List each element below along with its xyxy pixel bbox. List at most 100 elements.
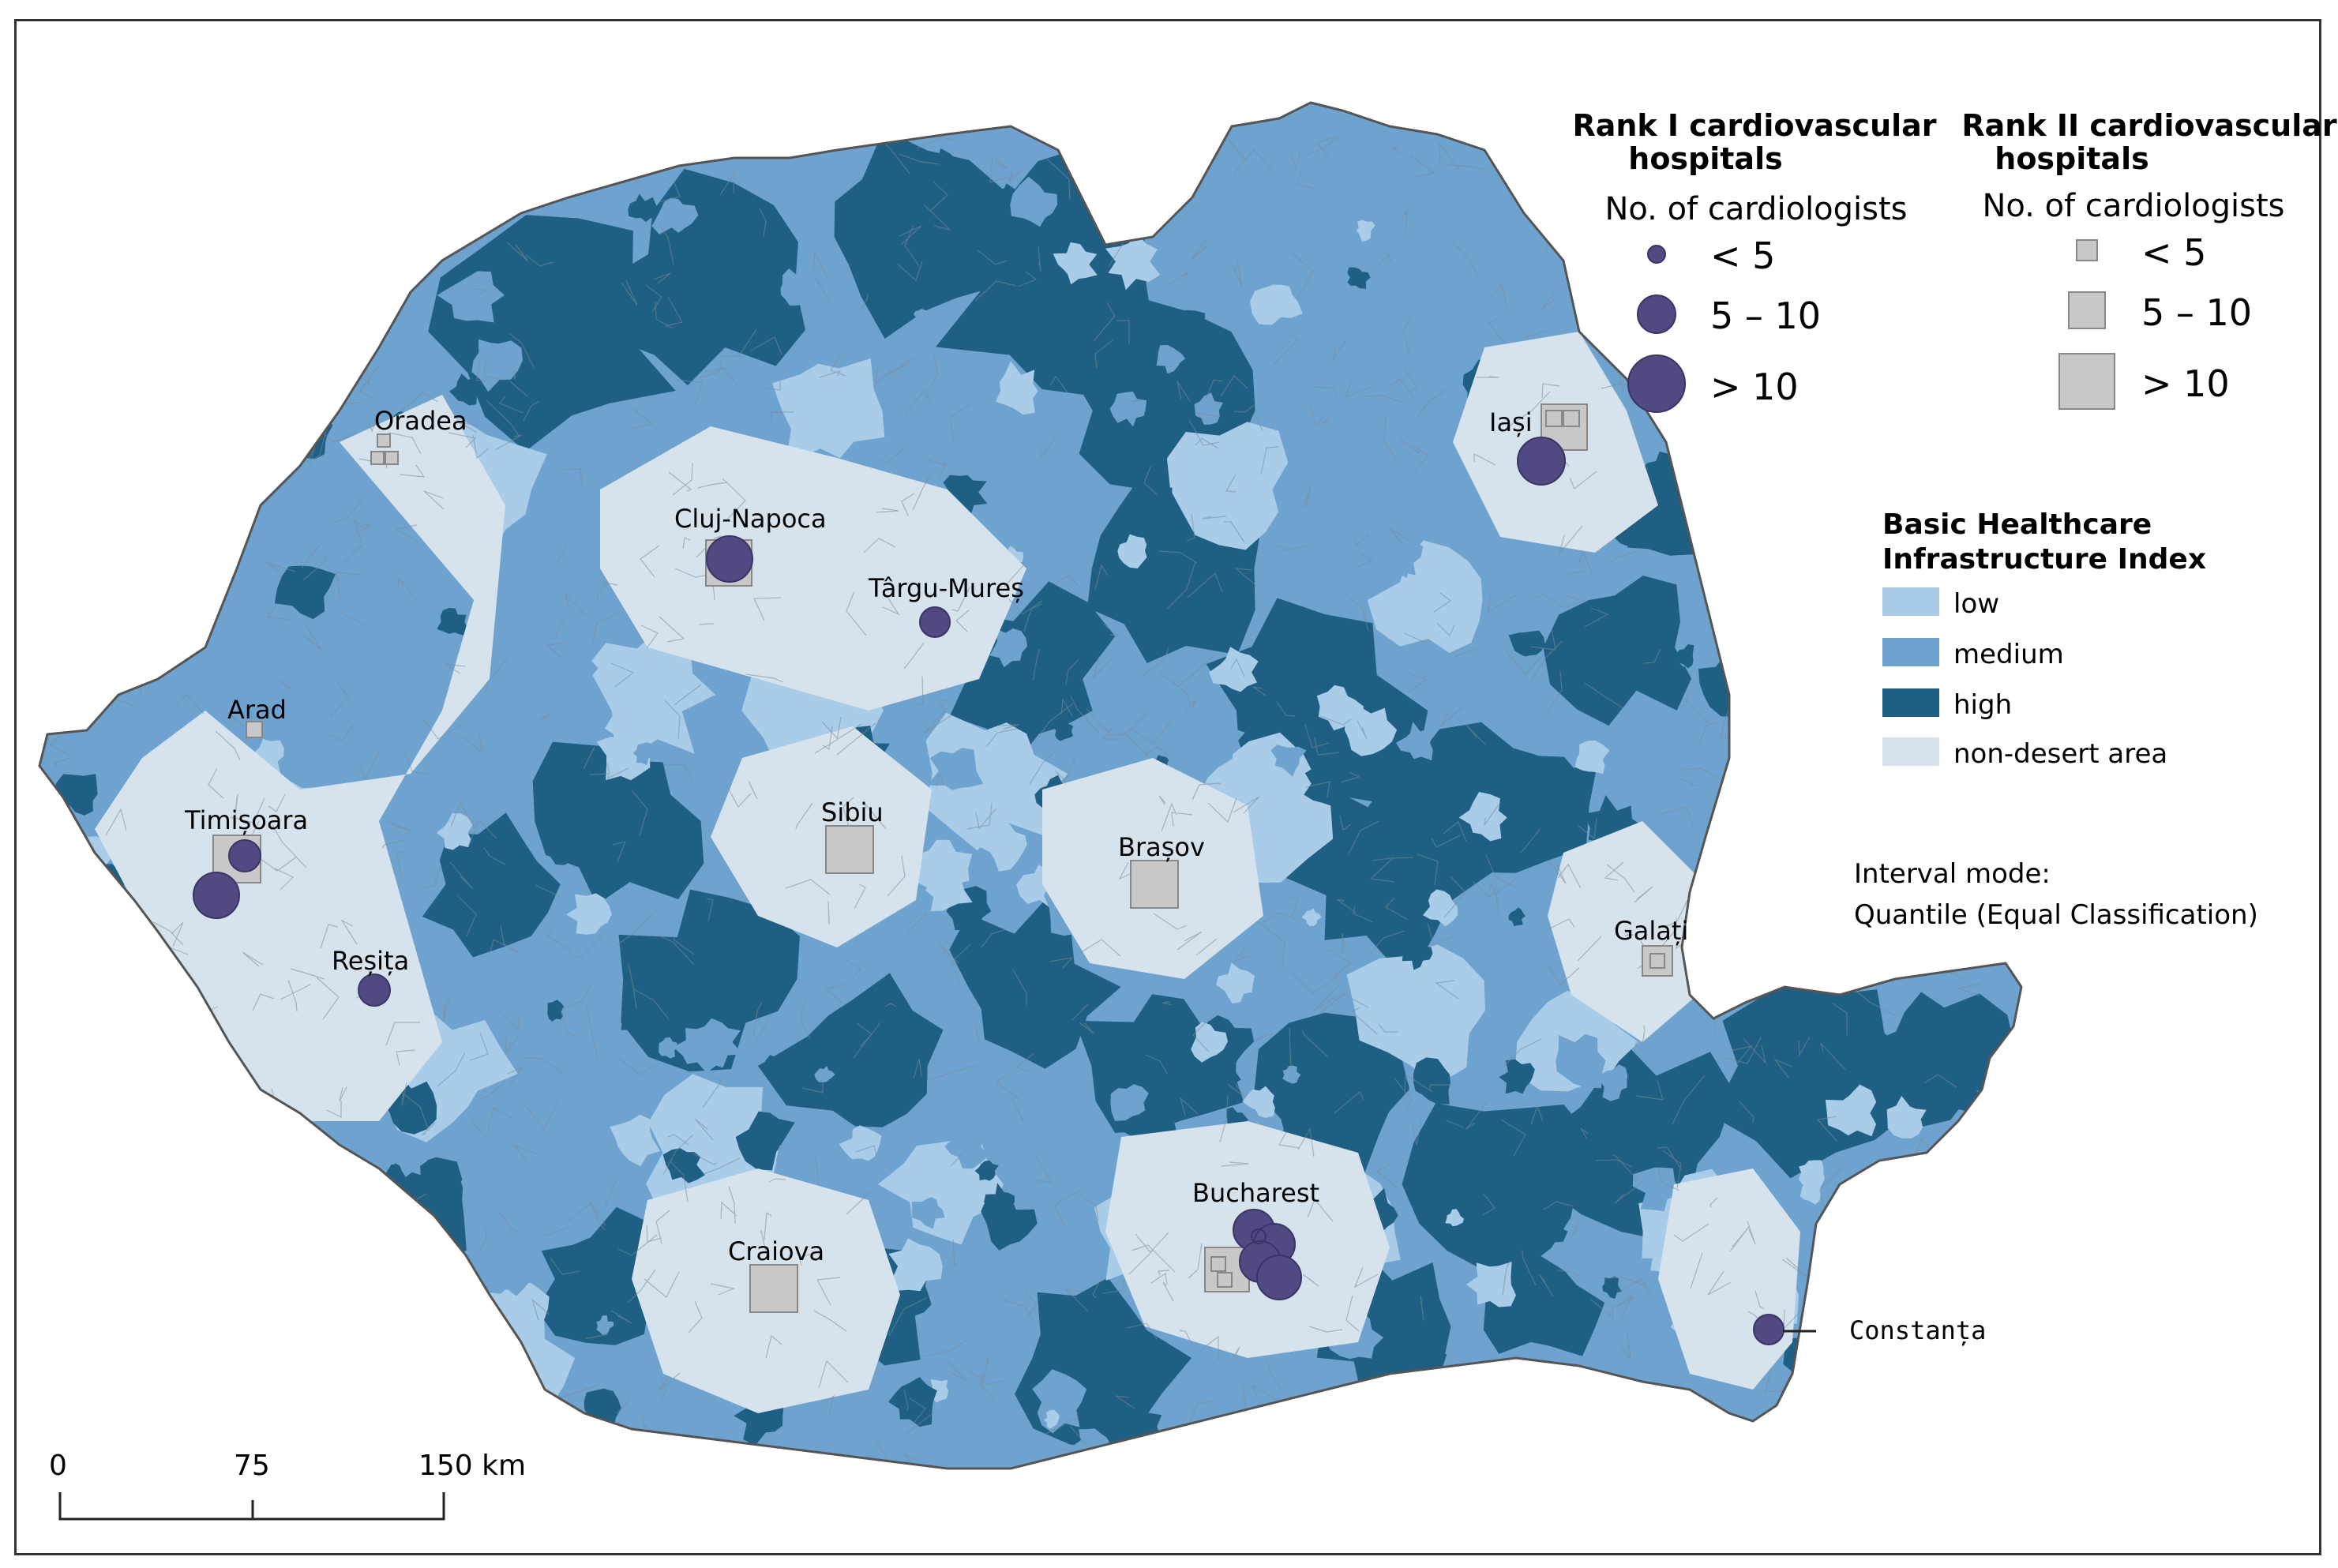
index-region	[1916, 1369, 1938, 1390]
rank2-marker-bucharest	[1217, 1272, 1233, 1288]
index-region	[1953, 381, 2009, 441]
city-label-targu-mures: Târgu-Mureș	[868, 573, 1024, 603]
index-region	[430, 1400, 478, 1442]
index-region	[634, 158, 653, 173]
index-region	[550, 830, 586, 868]
index-region	[1574, 740, 1610, 775]
index-region	[1054, 723, 1074, 741]
index-region	[1402, 937, 1433, 970]
index-region	[628, 193, 659, 223]
index-region	[1871, 1385, 1916, 1439]
index-region	[1483, 1247, 1605, 1356]
index-region	[232, 422, 275, 462]
rank2-legend: Rank II cardiovascular hospitals No. of …	[1961, 108, 2337, 410]
index-region	[1209, 647, 1259, 692]
index-label-non-desert: non-desert area	[1953, 738, 2167, 770]
rank2-legend-symbol-medium	[2068, 291, 2106, 329]
index-swatch-medium	[1882, 638, 1939, 666]
rank2-marker-iasi	[1563, 410, 1580, 427]
index-region	[180, 198, 235, 247]
index-region	[1542, 718, 1586, 769]
index-region	[618, 889, 800, 1072]
index-region	[696, 1018, 743, 1068]
index-region	[1841, 255, 1879, 291]
index-region	[1717, 334, 1745, 359]
index-region	[460, 1172, 485, 1195]
index-swatch-low	[1882, 587, 1939, 616]
index-region	[976, 817, 1027, 872]
city-label-brasov: Brașov	[1118, 832, 1205, 862]
index-region	[662, 1148, 705, 1184]
index-region	[389, 1140, 428, 1177]
index-region	[1606, 543, 1632, 574]
index-legend: Basic Healthcare Infrastructure Index lo…	[1882, 508, 2206, 770]
index-region	[1631, 1383, 1658, 1420]
non-desert-areas	[95, 332, 1800, 1413]
index-region	[272, 183, 298, 216]
non-desert-area	[600, 426, 1026, 711]
index-region	[1032, 1369, 1087, 1434]
index-region	[449, 373, 482, 406]
index-region	[148, 1142, 192, 1194]
index-region	[1110, 1084, 1149, 1121]
rank2-marker-brasov	[1130, 860, 1179, 909]
index-region	[1252, 917, 1277, 939]
index-region	[1156, 345, 1186, 374]
city-label-arad: Arad	[227, 695, 287, 725]
index-region	[422, 812, 561, 958]
index-region	[1949, 269, 1993, 315]
index-region	[944, 1127, 989, 1169]
index-region	[190, 1234, 227, 1283]
index-region	[1775, 1438, 1837, 1469]
index-region	[981, 1197, 1038, 1251]
index-region	[1556, 1033, 1606, 1089]
rank1-marker-resita	[358, 973, 391, 1007]
rank1-legend-subtitle: No. of cardiologists	[1604, 191, 1907, 227]
index-region	[1602, 1276, 1623, 1300]
index-region	[498, 1282, 550, 1333]
rank1-legend-title-line2: hospitals	[1628, 141, 1782, 176]
index-region	[332, 290, 349, 308]
index-region	[566, 893, 612, 935]
index-region	[1199, 728, 1245, 770]
rank1-legend-label-small: < 5	[1710, 234, 1775, 277]
rank1-legend-symbol-medium	[1637, 294, 1676, 334]
index-region	[989, 188, 1015, 215]
rank1-legend-label-medium: 5 – 10	[1710, 294, 1821, 337]
index-region	[920, 148, 971, 194]
index-region	[471, 339, 523, 392]
index-region	[1518, 1210, 1568, 1253]
index-region	[1798, 1160, 1825, 1190]
index-region	[925, 712, 1068, 851]
index-region	[486, 1399, 523, 1439]
city-label-iasi: Iași	[1489, 407, 1533, 437]
index-region	[83, 155, 114, 182]
rank2-legend-symbol-small	[2076, 239, 2098, 261]
index-region	[494, 1256, 531, 1296]
index-region	[1277, 535, 1320, 581]
index-region	[1413, 1057, 1450, 1105]
index-region	[1508, 630, 1545, 657]
index-region	[1852, 992, 2016, 1128]
index-region	[1301, 908, 1322, 926]
index-region	[1344, 707, 1398, 756]
index-region	[1191, 1022, 1228, 1063]
index-region	[913, 309, 932, 323]
index-region	[69, 417, 117, 456]
index-region	[1154, 141, 1176, 163]
index-region	[1396, 722, 1434, 761]
city-label-timisoara: Timișoara	[184, 805, 308, 835]
index-region	[1508, 907, 1526, 926]
rank1-marker-timisoara	[193, 872, 240, 919]
index-swatch-non-desert	[1882, 737, 1939, 766]
scale-bar-line	[58, 1492, 445, 1521]
index-region	[659, 1037, 677, 1059]
index-region	[89, 162, 116, 193]
index-region	[1877, 1398, 1895, 1416]
rank2-legend-label-large: > 10	[2141, 362, 2230, 405]
city-label-cluj-napoca: Cluj-Napoca	[674, 504, 827, 534]
index-region	[152, 1277, 192, 1313]
index-region	[1087, 464, 1262, 663]
index-region	[247, 738, 284, 775]
rank2-marker-galati	[1649, 953, 1665, 969]
